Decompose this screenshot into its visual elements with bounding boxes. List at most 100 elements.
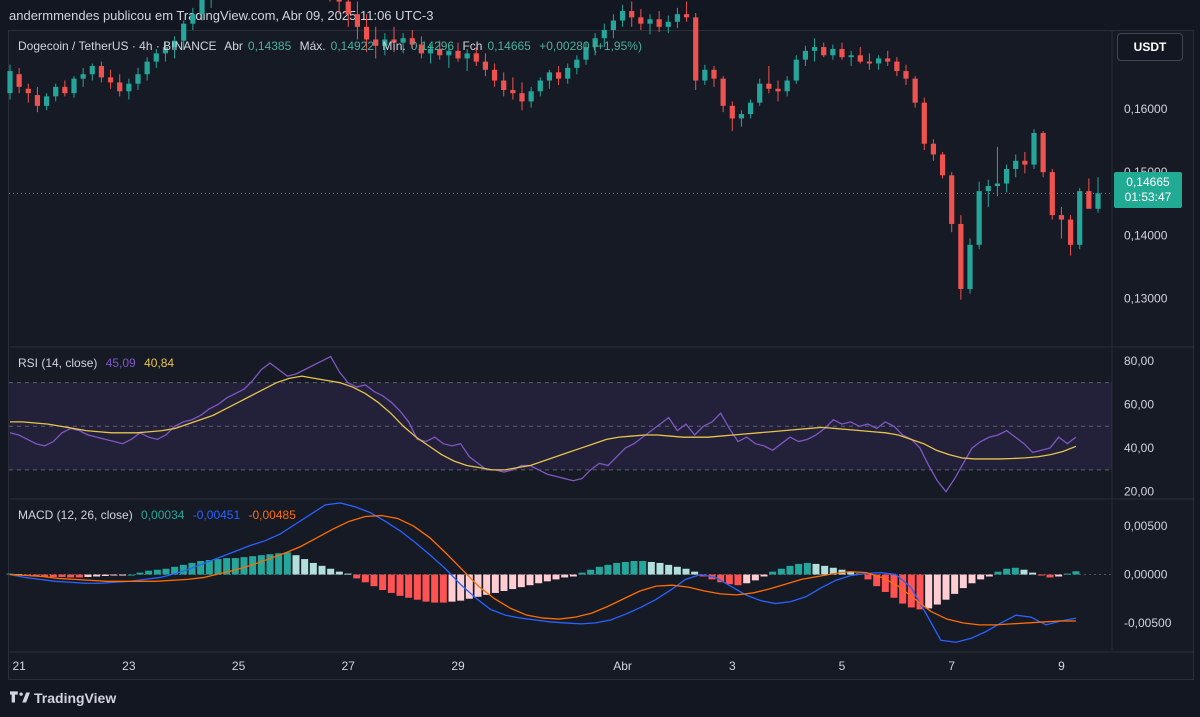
macd-histogram-bar (1037, 574, 1045, 576)
candle-body (555, 72, 562, 79)
candle (1003, 164, 1010, 193)
macd-histogram-bar (439, 574, 447, 603)
macd-histogram-bar (786, 565, 794, 575)
last-price-value: 0,14665 (1126, 175, 1170, 189)
macd-histogram-bar (777, 568, 785, 575)
macd-histogram-bar (864, 574, 872, 580)
candle-body (1013, 160, 1019, 169)
macd-histogram-bar (552, 574, 560, 580)
time-axis-tick: 3 (729, 659, 736, 673)
macd-legend[interactable]: MACD (12, 26, close) 0,00034 -0,00451 -0… (18, 508, 301, 522)
candle-body (16, 74, 22, 87)
candle-body (1058, 215, 1065, 220)
candle (153, 48, 159, 68)
currency-button[interactable]: USDT (1117, 33, 1183, 61)
candle-body (811, 47, 818, 51)
candle (473, 47, 479, 67)
macd-histogram-bar (630, 561, 638, 575)
candle-body (574, 59, 580, 68)
symbol-legend[interactable]: Dogecoin / TetherUS · 4h · BINANCE Abr 0,… (18, 39, 647, 53)
candle-body (711, 69, 717, 79)
candle (702, 64, 708, 85)
candle (802, 45, 809, 67)
candle (464, 48, 470, 72)
candle (811, 38, 818, 62)
candle (939, 151, 946, 179)
macd-histogram-bar (665, 564, 673, 575)
candle (354, 1, 361, 40)
candle (839, 42, 845, 60)
candle-body (363, 26, 370, 40)
candle-body (528, 91, 534, 102)
candle-body (546, 72, 553, 81)
candle (446, 45, 452, 68)
candle-body (1031, 132, 1037, 165)
candle (455, 42, 461, 62)
rsi-legend-label[interactable]: RSI (14, close) (18, 356, 98, 370)
candle (98, 61, 105, 83)
candle-body (491, 69, 498, 81)
macd-histogram-bar (942, 574, 950, 600)
macd-histogram-bar (682, 568, 690, 575)
macd-histogram-bar (925, 574, 933, 609)
candle-body (144, 61, 150, 75)
candle-body (903, 71, 909, 79)
candle (610, 14, 617, 39)
candle (866, 53, 873, 70)
close-label: Fch (462, 39, 483, 53)
candle-body (437, 48, 443, 56)
candle-body (1077, 191, 1083, 245)
rsi-axis-tick: 80,00 (1124, 354, 1154, 368)
macd-legend-label[interactable]: MACD (12, 26, close) (18, 508, 133, 522)
candle (885, 50, 891, 67)
candle (89, 63, 95, 81)
time-axis-tick: 9 (1058, 659, 1065, 673)
macd-histogram-bar (483, 574, 491, 595)
macd-histogram-bar (344, 573, 352, 575)
macd-axis-tick: 0,00500 (1124, 519, 1168, 533)
macd-histogram-bar (266, 554, 274, 575)
candle (7, 64, 13, 100)
candle-body (446, 50, 452, 56)
macd-histogram-bar (1063, 573, 1071, 575)
candle-body (427, 48, 434, 54)
candle (482, 53, 489, 77)
macd-hist-value: 0,00034 (141, 508, 185, 522)
macd-histogram-bar (881, 574, 889, 592)
candle (501, 72, 507, 97)
macd-histogram-bar (951, 574, 959, 594)
candle-body (107, 77, 114, 83)
candle (373, 26, 379, 59)
macd-histogram-bar (335, 571, 343, 575)
macd-histogram-bar (327, 568, 335, 575)
candle-body (592, 38, 598, 48)
macd-histogram-bar (283, 552, 291, 575)
close-value: 0,14665 (487, 39, 531, 53)
macd-histogram-bar (760, 574, 768, 577)
candle (994, 146, 1001, 197)
open-value: 0,14385 (247, 39, 292, 53)
rsi-value: 45,09 (105, 356, 136, 370)
candle (400, 33, 406, 54)
candle (958, 215, 964, 300)
candle-body (162, 47, 169, 54)
rsi-legend[interactable]: RSI (14, close) 45,09 40,84 (18, 356, 179, 370)
candle-body (1067, 219, 1074, 245)
macd-histogram-bar (647, 561, 655, 575)
time-axis-tick: 29 (451, 659, 465, 673)
candle (729, 101, 735, 132)
macd-histogram-bar (465, 574, 473, 599)
candle (363, 14, 370, 53)
candle (565, 63, 571, 84)
candle (766, 66, 772, 94)
symbol-name[interactable]: Dogecoin / TetherUS · 4h · BINANCE (18, 39, 217, 53)
candle (546, 69, 553, 89)
candle (382, 33, 388, 56)
macd-histogram-bar (717, 574, 725, 583)
macd-signal-line (9, 514, 1076, 626)
candle-body (994, 183, 1001, 187)
candle-body (830, 48, 836, 56)
candle (665, 15, 671, 34)
candle-body (848, 55, 854, 58)
